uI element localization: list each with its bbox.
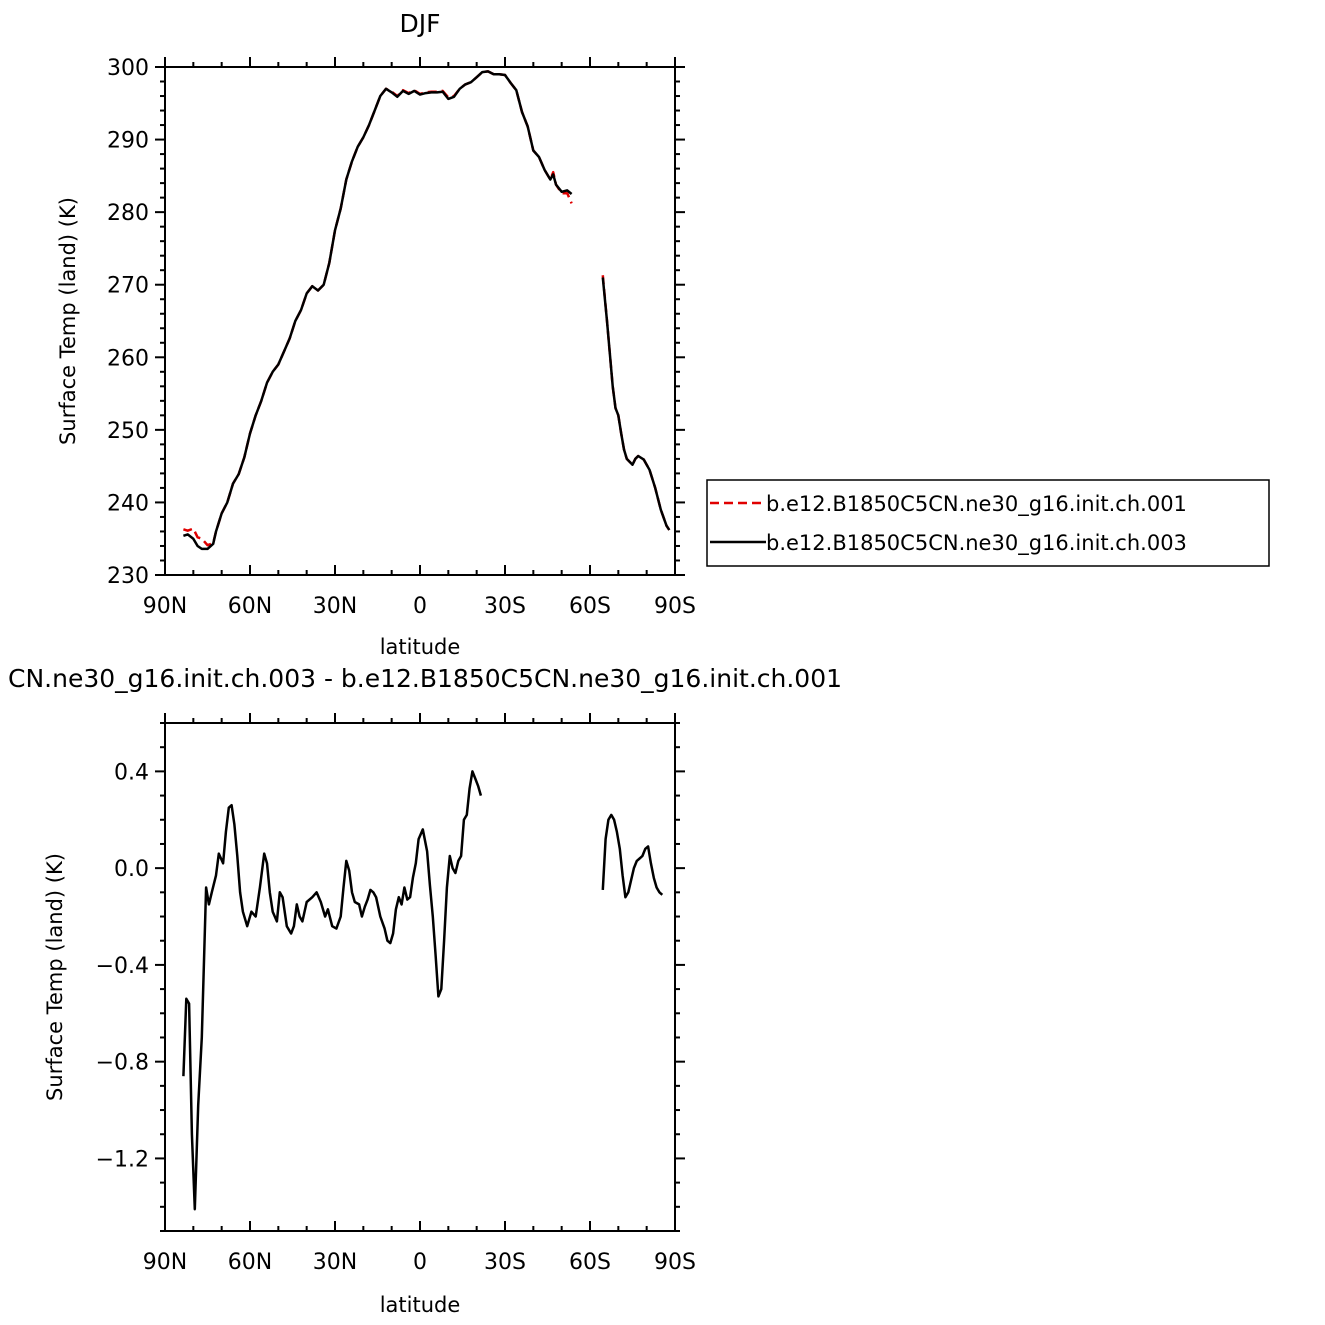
top-y-axis-title: Surface Temp (land) (K) [56, 197, 80, 445]
bottom-plot-frame [164, 722, 676, 1232]
bottom-series-lines [182, 770, 664, 1211]
bottom-x-tick-label: 30S [484, 1250, 526, 1275]
top-y-tick-labels: 230 240 250 260 270 280 290 300 [107, 56, 149, 589]
top-y-tick-label: 240 [107, 491, 149, 516]
bottom-x-tick-label: 90S [654, 1250, 696, 1275]
bottom-y-tick-labels: −1.2 −0.8 −0.4 0.0 0.4 [96, 760, 149, 1172]
top-x-axis-title: latitude [380, 635, 461, 659]
top-panel: DJF 90N 60N 30N 0 30S 60S 90S 2302402502602702… [56, 9, 696, 659]
top-x-tick-label: 60S [569, 594, 611, 619]
top-x-tick-labels: 90N 60N 30N 0 30S 60S 90S [143, 594, 696, 619]
bottom-y-tick-label: 0.4 [114, 760, 149, 785]
top-y-tick-label: 250 [107, 419, 149, 444]
bottom-x-tick-label: 60N [228, 1250, 272, 1275]
top-x-tick-label: 90N [143, 594, 187, 619]
top-y-tick-label: 260 [107, 346, 149, 371]
bottom-x-tick-label: 60S [569, 1250, 611, 1275]
top-series-line-1 [601, 275, 671, 531]
top-x-tick-label: 30N [313, 594, 357, 619]
bottom-x-axis-title: latitude [380, 1293, 461, 1317]
top-x-tick-label: 0 [413, 594, 427, 619]
top-x-tick-label: 90S [654, 594, 696, 619]
top-y-tick-label: 300 [107, 56, 149, 81]
legend-box [706, 479, 1270, 567]
bottom-panel-title: CN.ne30_g16.init.ch.003 - b.e12.B1850C5C… [8, 664, 842, 693]
bottom-y-tick-label: −0.8 [96, 1051, 149, 1076]
top-y-tick-label: 270 [107, 274, 149, 299]
bottom-y-axis-title: Surface Temp (land) (K) [43, 853, 67, 1101]
top-y-tick-label: 230 [107, 564, 149, 589]
legend: b.e12.B1850C5CN.ne30_g16.init.ch.001 b.e… [706, 479, 1270, 567]
bottom-x-tick-label: 0 [413, 1250, 427, 1275]
top-series-lines [183, 70, 671, 551]
top-x-tick-label: 30S [484, 594, 526, 619]
bottom-series-line-1 [182, 770, 483, 1211]
top-panel-title: DJF [399, 9, 440, 38]
top-series-line-2 [601, 277, 671, 531]
bottom-panel: CN.ne30_g16.init.ch.003 - b.e12.B1850C5C… [8, 664, 842, 1317]
bottom-y-tick-label: −1.2 [96, 1147, 149, 1172]
legend-label-series-2: b.e12.B1850C5CN.ne30_g16.init.ch.003 [766, 531, 1187, 556]
bottom-x-tick-labels: 90N 60N 30N 0 30S 60S 90S [143, 1250, 696, 1275]
bottom-y-tick-label: 0.0 [114, 857, 149, 882]
top-series-line-2 [183, 70, 573, 551]
top-x-tick-label: 60N [228, 594, 272, 619]
top-plot-frame [164, 66, 676, 576]
bottom-x-tick-label: 90N [143, 1250, 187, 1275]
top-y-tick-label: 290 [107, 129, 149, 154]
top-y-tick-label: 280 [107, 201, 149, 226]
bottom-y-tick-label: −0.4 [96, 954, 149, 979]
bottom-ticks [155, 713, 685, 1232]
bottom-series-line-1 [601, 813, 664, 899]
bottom-x-tick-label: 30N [313, 1250, 357, 1275]
top-series-line-1 [183, 70, 573, 547]
legend-label-series-1: b.e12.B1850C5CN.ne30_g16.init.ch.001 [766, 492, 1187, 517]
